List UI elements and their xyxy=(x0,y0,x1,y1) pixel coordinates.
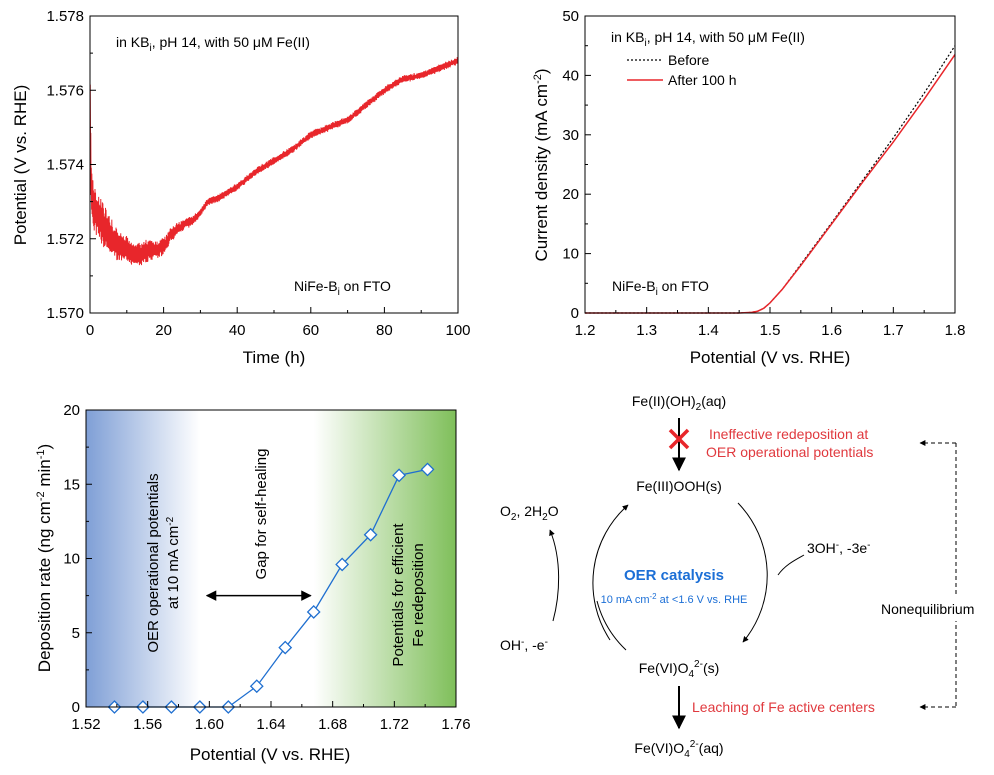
before-curve xyxy=(585,45,956,314)
panel-a-frame xyxy=(89,15,459,314)
panel-c-y-tick-label: 5 xyxy=(72,625,80,642)
panel-c-ticks: 1.52 1.56 1.60 1.64 1.68 1.72 1.76 0 5 10 15 20 xyxy=(63,402,470,733)
efficient-redeposition-band xyxy=(313,410,456,707)
legend-before-label: Before xyxy=(668,52,709,68)
panel-b-sample-label: NiFe-Bi on FTO xyxy=(612,278,709,298)
panel-a-x-tick-label: 0 xyxy=(86,322,94,339)
deposition-rate-point xyxy=(335,557,350,572)
panel-b-y-tick-label: 20 xyxy=(562,186,579,203)
panel-c-y-tick-label: 10 xyxy=(63,551,80,568)
o2-release-arrow xyxy=(549,529,560,622)
panel-c-x-tick-label: 1.52 xyxy=(71,716,100,733)
hydroxide-oxidation-label: 3OH-, -3e- xyxy=(807,540,871,556)
fe2-species-label: Fe(II)(OH)2(aq) xyxy=(632,393,726,413)
panel-c-x-tick-label: 1.60 xyxy=(195,716,224,733)
panel-b-x-tick-label: 1.8 xyxy=(945,322,966,339)
fe6-aqueous-species-label: Fe(VI)O42-(aq) xyxy=(634,739,723,760)
panel-b-x-axis-label: Potential (V vs. RHE) xyxy=(690,348,851,367)
panel-a-sample-label: NiFe-Bi on FTO xyxy=(294,278,391,298)
panel-c-x-axis-label: Potential (V vs. RHE) xyxy=(190,745,351,764)
panel-b-polarization-curves: 1.2 1.3 1.4 1.5 1.6 1.7 1.8 0 10 20 30 40 50 in KBi,… xyxy=(532,8,965,367)
deposition-rate-point xyxy=(420,462,435,477)
panel-c-x-tick-label: 1.56 xyxy=(133,716,162,733)
panel-a-ticks: 0 20 40 60 80 100 1.570 1.572 1.574 1.576 1.578 xyxy=(46,8,470,339)
panel-a-x-tick-label: 100 xyxy=(445,322,470,339)
deposition-rate-point xyxy=(278,640,293,655)
panel-b-ticks: 1.2 1.3 1.4 1.5 1.6 1.7 1.8 0 10 20 30 40 50 xyxy=(562,8,965,339)
deposition-rate-point xyxy=(363,527,378,542)
hydroxide-label: OH-, -e- xyxy=(500,637,548,653)
cycle-arc-right xyxy=(737,502,768,643)
fe-redeposition-text: Fe redeposition xyxy=(410,543,427,646)
panel-c-y-axis-label: Deposition rate (ng cm-2 min-1) xyxy=(35,444,54,672)
deposition-rate-point xyxy=(249,679,264,694)
nonequilibrium-bracket xyxy=(874,440,984,710)
panel-a-annotation: in KBi, pH 14, with 50 μM Fe(II) xyxy=(116,34,310,54)
oer-operational-potentials-text: OER operational potentials xyxy=(706,444,873,460)
panel-b-x-tick-label: 1.4 xyxy=(698,322,719,339)
cycle-arc-left-lower xyxy=(596,600,627,651)
panel-b-y-tick-label: 0 xyxy=(571,305,579,322)
fe6-solid-species-label: Fe(VI)O42-(s) xyxy=(639,659,720,680)
panel-b-y-tick-label: 40 xyxy=(562,67,579,84)
leaching-text: Leaching of Fe active centers xyxy=(692,699,875,715)
blocked-cross-icon xyxy=(668,428,690,450)
panel-a-y-axis-label: Potential (V vs. RHE) xyxy=(11,85,30,246)
deposition-rate-point xyxy=(392,468,406,483)
panel-a-x-tick-label: 80 xyxy=(376,322,393,339)
panel-b-plot-area xyxy=(585,45,956,314)
efficient-potentials-text: Potentials for efficient xyxy=(390,523,407,667)
panel-c-x-tick-label: 1.64 xyxy=(256,716,285,733)
panel-a-x-tick-label: 60 xyxy=(302,322,319,339)
panel-a-y-tick-label: 1.572 xyxy=(46,231,84,248)
deposition-rate-point xyxy=(306,605,321,619)
panel-c-x-tick-label: 1.76 xyxy=(441,716,470,733)
panel-b-x-tick-label: 1.6 xyxy=(821,322,842,339)
panel-c-y-tick-label: 20 xyxy=(63,402,80,419)
panel-d-scheme: Fe(II)(OH)2(aq) Ineffective redeposition… xyxy=(500,393,984,760)
panel-a-x-tick-label: 40 xyxy=(229,322,246,339)
panel-a-y-tick-label: 1.578 xyxy=(46,8,84,25)
oer-operational-text: OER operational potentials xyxy=(145,473,162,652)
potential-trace xyxy=(89,57,459,266)
oer-current-density-text: at 10 mA cm-2 xyxy=(165,516,182,609)
legend-after-label: After 100 h xyxy=(668,72,737,88)
panel-c-x-tick-label: 1.72 xyxy=(380,716,409,733)
oer-operational-band xyxy=(86,410,200,707)
o2-water-label: O2, 2H2O xyxy=(500,503,559,523)
panel-a-potential-vs-time: 0 20 40 60 80 100 1.570 1.572 1.574 1.576 1.578 in… xyxy=(11,8,471,367)
oer-catalysis-condition: 10 mA cm-2 at <1.6 V vs. RHE xyxy=(601,592,748,606)
self-healing-gap-text: Gap for self-healing xyxy=(253,449,270,580)
hydroxide-uptake-curve xyxy=(777,554,805,576)
panel-a-y-tick-label: 1.574 xyxy=(46,157,84,174)
panel-b-y-tick-label: 10 xyxy=(562,246,579,263)
panel-a-y-tick-label: 1.570 xyxy=(46,305,84,322)
panel-a-x-tick-label: 20 xyxy=(155,322,172,339)
panel-c-deposition-rate: 1.52 1.56 1.60 1.64 1.68 1.72 1.76 0 5 10 15 20 OER… xyxy=(35,402,471,764)
panel-b-x-tick-label: 1.2 xyxy=(575,322,596,339)
panel-b-x-tick-label: 1.3 xyxy=(636,322,657,339)
nonequilibrium-label: Nonequilibrium xyxy=(881,601,974,617)
cycle-arc-left-upper xyxy=(592,504,629,641)
panel-c-y-tick-label: 15 xyxy=(63,476,80,493)
panel-c-y-tick-label: 0 xyxy=(72,699,80,716)
panel-b-annotation: in KBi, pH 14, with 50 μM Fe(II) xyxy=(611,29,805,49)
panel-b-y-tick-label: 50 xyxy=(562,8,579,25)
oer-catalysis-title: OER catalysis xyxy=(624,567,724,584)
ineffective-redeposition-text: Ineffective redeposition at xyxy=(709,426,868,442)
panel-b-x-tick-label: 1.5 xyxy=(760,322,781,339)
after-100h-curve xyxy=(585,54,956,314)
panel-c-x-tick-label: 1.68 xyxy=(318,716,347,733)
panel-b-y-tick-label: 30 xyxy=(562,127,579,144)
panel-b-y-axis-label: Current density (mA cm-2) xyxy=(532,68,551,261)
panel-b-x-tick-label: 1.7 xyxy=(883,322,904,339)
panel-a-x-axis-label: Time (h) xyxy=(243,348,306,367)
panel-a-plot-area xyxy=(89,57,459,266)
fe3-species-label: Fe(III)OOH(s) xyxy=(636,478,722,494)
panel-a-y-tick-label: 1.576 xyxy=(46,82,84,99)
